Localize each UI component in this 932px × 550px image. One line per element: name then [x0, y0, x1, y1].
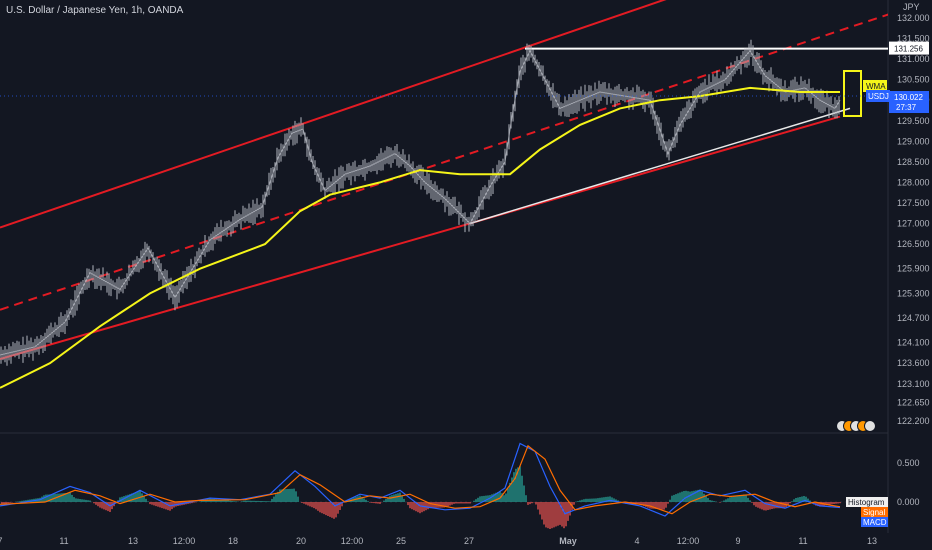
channel-middle-line [0, 13, 888, 311]
highlight-box [843, 70, 862, 117]
price-close-line [0, 49, 841, 356]
price-axis-tick: 124.700 [897, 313, 930, 323]
time-axis-tick: 11 [798, 536, 807, 546]
time-axis-tick: 13 [128, 536, 138, 546]
macd-legend-text: MACD [863, 518, 887, 527]
macd-legend-tag [861, 517, 888, 527]
countdown-text: 27:37 [896, 103, 917, 112]
wma-line [0, 86, 840, 389]
time-axis-tick: 11 [59, 536, 68, 546]
macd-legend-text: Histogram [848, 498, 885, 507]
price-axis-tick: 127.000 [897, 219, 930, 229]
time-axis-tick: 25 [396, 536, 406, 546]
event-marker-icon[interactable] [864, 420, 876, 432]
price-axis-tick: 125.300 [897, 288, 930, 298]
macd-legend-tag [861, 507, 888, 517]
macd-axis-tick: 0.500 [897, 458, 920, 468]
macd-legend-tag [846, 497, 888, 507]
price-pane[interactable] [0, 0, 890, 389]
resistance-tag-text: 131.256 [894, 45, 923, 54]
channel-lower-line [0, 115, 841, 361]
price-axis-tick: 123.100 [897, 379, 930, 389]
time-axis-tick: 7 [0, 536, 3, 546]
signal-line [0, 444, 841, 515]
price-axis-tick: 124.100 [897, 338, 930, 348]
last-price-tag [889, 91, 929, 113]
time-axis-tick: 4 [634, 536, 639, 546]
time-axis-tick: 9 [735, 536, 740, 546]
macd-axis-tick: 0.000 [897, 497, 920, 507]
channel-upper-line [0, 0, 667, 229]
price-axis-tick: 128.500 [897, 157, 930, 167]
support-trendline [469, 107, 851, 225]
resistance-tag [889, 41, 929, 55]
price-axis-tick: 131.000 [897, 54, 930, 64]
price-axis-tick: 129.500 [897, 116, 930, 126]
price-axis-tick: 123.600 [897, 358, 930, 368]
time-axis-tick: 18 [228, 536, 238, 546]
price-axis-tick: 122.200 [897, 416, 930, 426]
price-axis-tick: 127.500 [897, 198, 930, 208]
time-axis-tick: 12:00 [173, 536, 196, 546]
wma-tag [863, 80, 887, 92]
price-axis-tick: 132.000 [897, 13, 930, 23]
price-axis-tick: 125.900 [897, 264, 930, 274]
currency-label: JPY [903, 2, 920, 12]
symbol-tag [866, 90, 890, 102]
time-axis-tick: May [559, 536, 577, 546]
chart-title: U.S. Dollar / Japanese Yen, 1h, OANDA [6, 5, 184, 16]
price-axis-tick: 126.500 [897, 239, 930, 249]
time-axis-tick: 27 [464, 536, 474, 546]
price-axis-tick: 122.650 [897, 397, 930, 407]
wma-tag-text: WMA [866, 82, 886, 91]
macd-legend-text: Signal [863, 508, 885, 517]
time-axis-tick: 20 [296, 536, 306, 546]
price-axis-tick: 128.000 [897, 177, 930, 187]
macd-line [0, 442, 841, 517]
last-price-text: 130.022 [894, 93, 923, 102]
time-axis-tick: 12:00 [341, 536, 364, 546]
price-axis-tick: 131.500 [897, 34, 930, 44]
time-axis-tick: 13 [867, 536, 877, 546]
price-axis-tick: 129.000 [897, 136, 930, 146]
time-axis-tick: 12:00 [677, 536, 700, 546]
price-axis-tick: 130.500 [897, 75, 930, 85]
